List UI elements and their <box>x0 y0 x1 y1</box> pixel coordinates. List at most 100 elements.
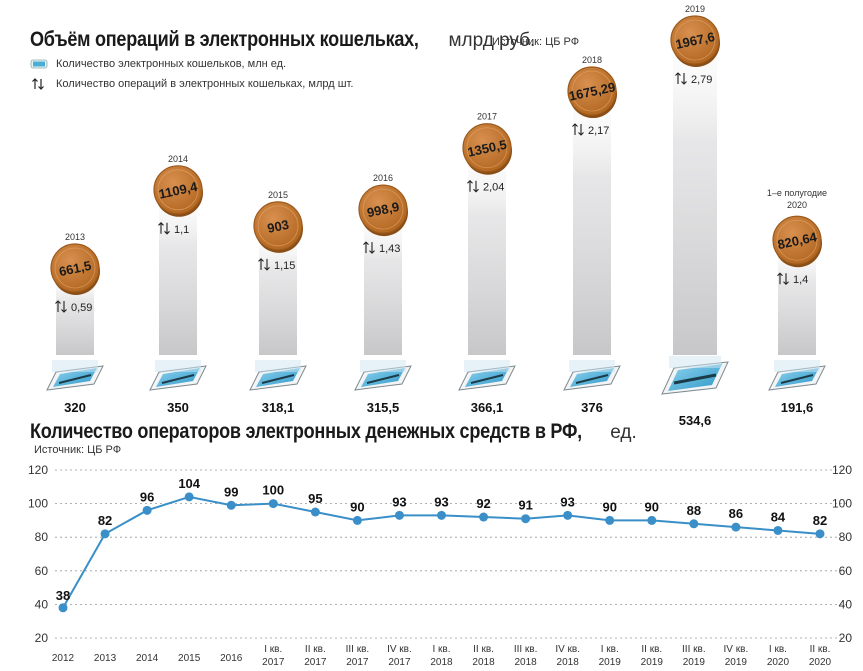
volume-beam <box>673 50 717 355</box>
wallet-count-label: 534,6 <box>679 413 712 428</box>
volume-coin: 903 <box>253 201 303 253</box>
legend-item-operations: Количество операций в электронных кошель… <box>30 78 353 90</box>
data-value-label: 96 <box>140 489 154 504</box>
volume-beam <box>778 250 816 355</box>
data-point <box>521 514 531 524</box>
arrows-updown-icon <box>777 272 783 285</box>
x-tick-label: IV кв. <box>387 644 412 655</box>
y-tick-right: 80 <box>839 530 853 544</box>
arrows-updown-icon <box>158 222 164 234</box>
data-value-label: 92 <box>476 496 490 511</box>
operations-label: 1,15 <box>258 258 295 272</box>
volume-coin: 1675,29 <box>567 66 617 119</box>
x-tick-label: 2017 <box>304 657 327 668</box>
volume-coin: 1350,5 <box>462 123 512 175</box>
x-tick-label: III кв. <box>682 644 706 655</box>
x-tick-label: II кв. <box>641 644 662 655</box>
y-tick-right: 120 <box>832 463 852 477</box>
wallet-phone <box>661 361 729 395</box>
year-label: 2019 <box>685 4 705 14</box>
wallet-count-label: 191,6 <box>781 400 814 415</box>
wallet-count-label: 318,1 <box>262 400 295 415</box>
x-tick-label: 2019 <box>725 657 748 668</box>
chart2-title: Количество операторов электронных денежн… <box>30 420 637 444</box>
data-value-label: 82 <box>98 513 112 528</box>
operations-value: 1,4 <box>793 274 808 286</box>
data-value-label: 104 <box>178 476 200 491</box>
year-label: 2013 <box>65 232 85 242</box>
operations-value: 1,1 <box>174 224 189 236</box>
x-tick-label: 2019 <box>641 657 664 668</box>
x-tick-label: II кв. <box>810 644 831 655</box>
x-tick-label: 2019 <box>599 657 622 668</box>
data-value-label: 86 <box>729 506 743 521</box>
volume-coin: 661,5 <box>50 243 100 295</box>
wallet-volume-chart: 661,5 1109,4 903 998,9 1350,5 1675,29 1967,6 82… <box>46 4 827 428</box>
y-tick-left: 20 <box>35 631 49 645</box>
x-tick-label: I кв. <box>601 644 619 655</box>
y-tick-right: 60 <box>839 564 853 578</box>
data-point <box>352 515 362 525</box>
data-point <box>605 515 615 525</box>
x-tick-label: I кв. <box>264 644 282 655</box>
data-value-label: 93 <box>560 494 574 509</box>
data-point <box>731 522 741 532</box>
x-tick-label: 2016 <box>220 653 243 664</box>
y-tick-left: 120 <box>28 463 48 477</box>
x-tick-label: 2014 <box>136 653 159 664</box>
y-tick-right: 20 <box>839 631 853 645</box>
operations-value: 2,04 <box>483 182 504 194</box>
x-tick-label: 2017 <box>346 657 369 668</box>
operations-label: 2,04 <box>467 179 504 194</box>
y-tick-left: 40 <box>35 597 49 611</box>
arrows-updown-icon <box>55 300 61 312</box>
legend-item-wallets: Количество электронных кошельков, млн ед… <box>30 58 286 70</box>
y-tick-right: 100 <box>832 497 852 511</box>
y-tick-left: 60 <box>35 564 49 578</box>
data-point <box>689 519 699 529</box>
arrows-updown-icon <box>467 179 473 192</box>
data-value-label: 88 <box>687 503 701 518</box>
chart1-title-unit: млрд руб. <box>448 30 536 51</box>
wallet-count-label: 366,1 <box>471 400 504 415</box>
operations-value: 2,79 <box>691 74 712 86</box>
y-tick-right: 40 <box>839 597 853 611</box>
wallet-count-label: 376 <box>581 400 603 415</box>
data-point <box>773 525 783 535</box>
x-tick-label: 2018 <box>472 657 495 668</box>
chart2-title-main: Количество операторов электронных денежн… <box>30 420 582 443</box>
operations-label: 2,17 <box>572 123 609 137</box>
y-tick-left: 100 <box>28 497 48 511</box>
data-value-label: 90 <box>350 499 364 514</box>
volume-beam <box>364 219 402 355</box>
operations-label: 1,43 <box>363 241 400 255</box>
data-value-label: 84 <box>771 509 786 524</box>
chart1-title-main: Объём операций в электронных кошельках, <box>30 28 419 51</box>
x-tick-label: 2018 <box>557 657 580 668</box>
data-value-label: 90 <box>645 499 659 514</box>
data-point <box>268 499 278 509</box>
x-tick-label: 2017 <box>388 657 411 668</box>
volume-beam <box>159 199 197 355</box>
operations-value: 0,59 <box>71 302 92 314</box>
operations-label: 1,1 <box>158 222 189 236</box>
data-point <box>184 492 194 502</box>
x-tick-label: II кв. <box>473 644 494 655</box>
data-point <box>142 505 152 515</box>
wallet-count-label: 350 <box>167 400 189 415</box>
data-value-label: 82 <box>813 513 827 528</box>
x-tick-label: 2018 <box>514 657 537 668</box>
x-tick-label: III кв. <box>514 644 538 655</box>
y-tick-left: 80 <box>35 530 49 544</box>
data-point <box>100 529 110 539</box>
data-value-label: 38 <box>56 588 70 603</box>
wallet-count-label: 320 <box>64 400 86 415</box>
data-value-label: 100 <box>262 483 284 498</box>
volume-value-label: 661,5 <box>58 258 93 279</box>
x-tick-label: 2020 <box>809 657 832 668</box>
x-tick-label: 2018 <box>430 657 453 668</box>
year-label: 2020 <box>787 200 807 210</box>
x-tick-label: 2012 <box>52 653 75 664</box>
wallet-count-label: 315,5 <box>367 400 400 415</box>
